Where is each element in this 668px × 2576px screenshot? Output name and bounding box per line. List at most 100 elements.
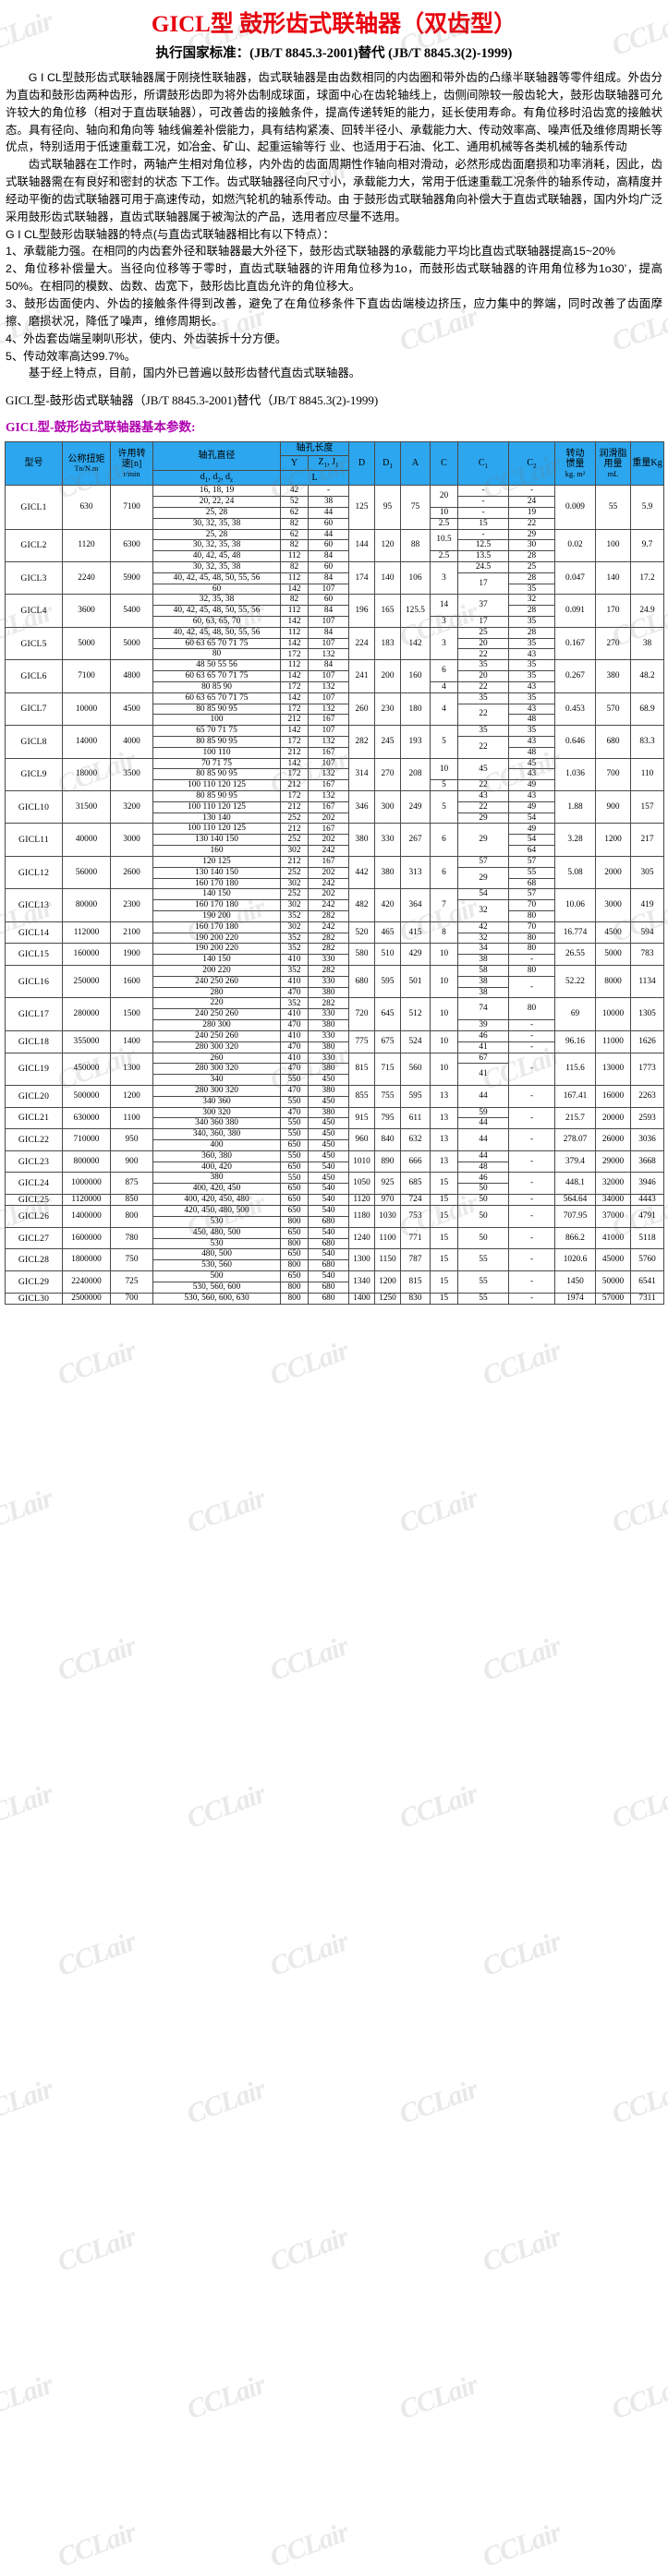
cell-C: 3 xyxy=(430,616,458,628)
cell-torque: 31500 xyxy=(62,789,111,825)
paragraph-6: 3、鼓形齿面使内、外齿的接触条件得到改善，避免了在角位移条件下直齿齿端棱边挤压，… xyxy=(6,296,662,328)
cell-C1: 35 xyxy=(457,692,509,704)
cell-D1: 1150 xyxy=(374,1248,401,1271)
cell-bore-length-z: 380 xyxy=(308,1063,349,1076)
table-row: 40, 42, 45, 48 112 84 2.5 13.5 28 xyxy=(6,550,664,562)
cell-bore-diameter: 340 xyxy=(152,1074,281,1086)
cell-C2: - xyxy=(508,1019,555,1031)
cell-C: 10 xyxy=(430,506,458,519)
table-row: 60 63 65 70 71 75 142 107 20 35 xyxy=(6,637,664,650)
cell-bore-length-y: 470 xyxy=(280,1084,309,1097)
cell-C: 5 xyxy=(430,789,458,825)
cell-bore-length-z: 84 xyxy=(308,550,349,562)
cell-weight: 157 xyxy=(630,789,664,825)
cell-C: 2.5 xyxy=(430,550,458,562)
cell-C1: 41 xyxy=(457,1063,509,1086)
cell-bore-length-y: 252 xyxy=(280,888,309,901)
cell-A: 560 xyxy=(400,1052,431,1086)
cell-C2: 28 xyxy=(508,572,555,584)
cell-bore-length-z: 132 xyxy=(308,703,349,716)
cell-bore-diameter: 100 110 120 125 xyxy=(152,779,281,791)
cell-bore-length-y: 142 xyxy=(280,583,309,596)
cell-model: GICL26 xyxy=(5,1205,63,1228)
cell-C2: 43 xyxy=(508,680,555,693)
cell-C2: 49 xyxy=(508,800,555,813)
cell-grease: 8000 xyxy=(595,964,631,999)
cell-bore-diameter: 30, 32, 35, 38 xyxy=(152,517,281,530)
table-row: 280 300 470 380 39- xyxy=(6,1019,664,1031)
cell-A: 142 xyxy=(400,626,431,661)
cell-C1: 38 xyxy=(457,954,509,966)
cell-grease: 1200 xyxy=(595,823,631,857)
cell-bore-length-z: 60 xyxy=(308,517,349,530)
th-weight: 重量Kg xyxy=(630,441,664,487)
cell-torque: 1120 xyxy=(62,528,111,562)
cell-bore-diameter: 280 xyxy=(152,986,281,999)
cell-C1: 25 xyxy=(457,626,509,639)
cell-speed: 900 xyxy=(110,1150,153,1174)
th-speed-unit: r/min xyxy=(123,469,140,478)
cell-bore-length-z: 167 xyxy=(308,823,349,836)
cell-grease: 5000 xyxy=(595,943,631,966)
cell-speed: 2600 xyxy=(110,855,153,890)
cell-bore-length-y: 172 xyxy=(280,735,309,748)
cell-bore-diameter: 400 xyxy=(152,1139,281,1151)
cell-inertia: 96.16 xyxy=(554,1029,596,1053)
watermark-text: CCLair xyxy=(0,1778,57,1835)
cell-speed: 950 xyxy=(110,1128,153,1151)
cell-A: 815 xyxy=(400,1270,431,1294)
cell-D1: 120 xyxy=(374,528,401,562)
cell-D1: 183 xyxy=(374,626,401,661)
cell-grease: 10000 xyxy=(595,997,631,1031)
standard-reference-line: GICL型-鼓形齿式联轴器（JB/T 8845.3-2001)替代（JB/T 8… xyxy=(6,393,379,408)
cell-grease: 140 xyxy=(595,560,631,596)
cell-C2: - xyxy=(508,1194,555,1207)
cell-A: 524 xyxy=(400,1029,431,1053)
cell-D1: 330 xyxy=(374,823,401,857)
cell-bore-length-y: 410 xyxy=(280,1029,309,1042)
cell-C1: 22 xyxy=(457,800,509,813)
cell-bore-length-z: 540 xyxy=(308,1226,349,1239)
cell-C2: 32 xyxy=(508,594,555,607)
cell-bore-length-z: 282 xyxy=(308,909,349,922)
cell-bore-length-y: 470 xyxy=(280,1106,309,1119)
cell-A: 125.5 xyxy=(400,594,431,628)
cell-C2: - xyxy=(508,1226,555,1250)
spec-table: 型号 公称扭矩 Tn/N.m 许用转 速[n] r/min 轴孔直径 轴孔长度 … xyxy=(5,441,664,1305)
table-row: GICL25 1120000 850 400, 420, 450, 480 650 540… xyxy=(5,1194,664,1207)
cell-bore-diameter: 60 xyxy=(152,583,281,596)
cell-C1: 22 xyxy=(457,779,509,791)
cell-bore-diameter: 130 140 150 xyxy=(152,866,281,879)
cell-bore-length-y: 650 xyxy=(280,1161,309,1174)
cell-bore-length-z: 680 xyxy=(308,1259,349,1271)
cell-C2: 64 xyxy=(508,845,555,857)
cell-model: GICL14 xyxy=(5,921,63,945)
cell-bore-diameter: 500 xyxy=(152,1270,281,1282)
cell-D1: 510 xyxy=(374,943,401,966)
cell-bore-length-z: 540 xyxy=(308,1270,349,1282)
cell-inertia: 1020.6 xyxy=(554,1248,596,1271)
cell-C: 3 xyxy=(430,626,458,661)
cell-D: 680 xyxy=(348,964,375,999)
cell-C1: - xyxy=(457,485,509,498)
cell-bore-length-z: 282 xyxy=(308,932,349,945)
cell-torque: 2240 xyxy=(62,560,111,596)
table-row: GICL18 355000 1400 240 250 260 410 330 775 675 5… xyxy=(5,1029,664,1053)
cell-inertia: 5.08 xyxy=(554,855,596,890)
cell-C1: 15 xyxy=(457,517,509,530)
cell-A: 88 xyxy=(400,528,431,562)
cell-C1: - xyxy=(457,528,509,541)
cell-bore-diameter: 300 320 xyxy=(152,1106,281,1119)
cell-C: 2.5 xyxy=(430,517,458,530)
watermark-text: CCLair xyxy=(266,2517,353,2573)
cell-D: 1240 xyxy=(348,1226,375,1250)
table-row: GICL2 1120 6300 25, 28 62 44 144 120 88 10.5-29 0.… xyxy=(5,528,664,562)
cell-C2: 35 xyxy=(508,692,555,704)
cell-D1: 970 xyxy=(374,1194,401,1207)
cell-bore-diameter: 100 xyxy=(152,714,281,727)
cell-inertia: 0.009 xyxy=(554,485,596,530)
cell-bore-diameter: 130 140 xyxy=(152,812,281,825)
cell-bore-diameter: 260 xyxy=(152,1052,281,1065)
watermark-text: CCLair xyxy=(266,1631,353,1687)
cell-bore-length-z: 540 xyxy=(308,1183,349,1196)
